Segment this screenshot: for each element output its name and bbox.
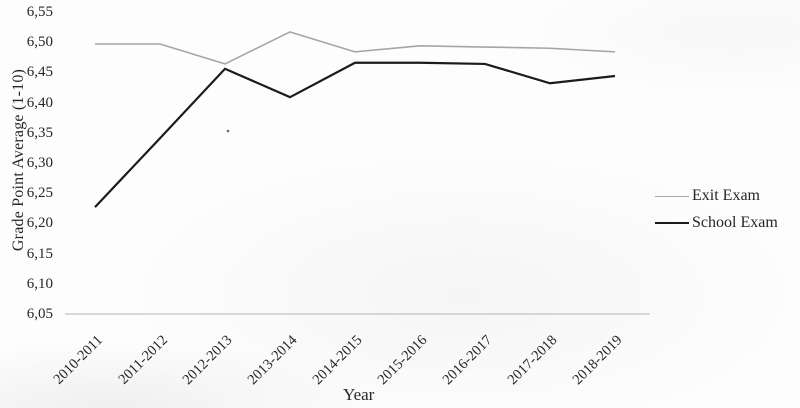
y-tick-label: 6,15 — [26, 245, 53, 262]
x-tick-label: 2018-2019 — [569, 332, 626, 389]
y-tick-label: 6,10 — [26, 275, 53, 292]
y-tick-label: 6,50 — [26, 34, 53, 51]
legend-label: Exit Exam — [692, 187, 760, 204]
x-tick-label: 2012-2013 — [179, 332, 236, 389]
y-tick-label: 6,35 — [26, 124, 53, 141]
y-tick-label: 6,55 — [26, 4, 53, 20]
x-tick-label: 2010-2011 — [50, 332, 106, 388]
legend-label: School Exam — [692, 214, 778, 231]
x-tick-label: 2011-2012 — [115, 332, 171, 388]
y-tick-label: 6,30 — [26, 155, 53, 171]
legend-item: School Exam — [655, 213, 778, 233]
y-tick-label: 6,20 — [26, 215, 53, 232]
legend: Exit Exam School Exam — [655, 186, 778, 233]
y-tick-label: 6,45 — [26, 64, 53, 81]
legend-item: Exit Exam — [655, 186, 778, 206]
y-tick-label: 6,40 — [26, 94, 53, 111]
legend-line-swatch — [655, 222, 689, 224]
exit-exam-line — [95, 31, 616, 65]
x-tick-label: 2014-2015 — [309, 332, 366, 389]
x-tick-label: 2017-2018 — [504, 332, 561, 389]
legend-line-swatch — [655, 195, 689, 197]
y-axis-tick-labels: 6,55 6,50 6,45 6,40 6,35 6,30 6,25 6,20 6,15 6,10… — [0, 0, 53, 340]
x-tick-label: 2016-2017 — [439, 332, 496, 389]
x-tick-label: 2015-2016 — [374, 332, 431, 389]
school-exam-line — [94, 61, 616, 208]
y-tick-label: 6,25 — [26, 185, 53, 202]
scan-artifact-dot — [226, 129, 230, 133]
x-axis-title: Year — [343, 385, 375, 404]
y-tick-label: 6,05 — [26, 306, 53, 322]
x-tick-label: 2013-2014 — [244, 332, 301, 389]
